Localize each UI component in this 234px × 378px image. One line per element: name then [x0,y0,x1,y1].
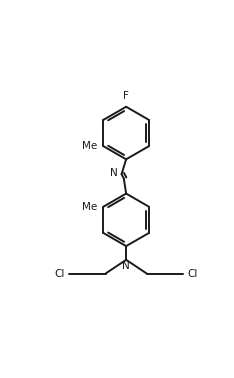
Text: Me: Me [82,141,98,151]
Text: N: N [110,168,117,178]
Text: Cl: Cl [54,268,64,279]
Text: F: F [123,91,129,101]
Text: Cl: Cl [188,268,198,279]
Text: Me: Me [82,202,98,212]
Text: N: N [122,261,130,271]
